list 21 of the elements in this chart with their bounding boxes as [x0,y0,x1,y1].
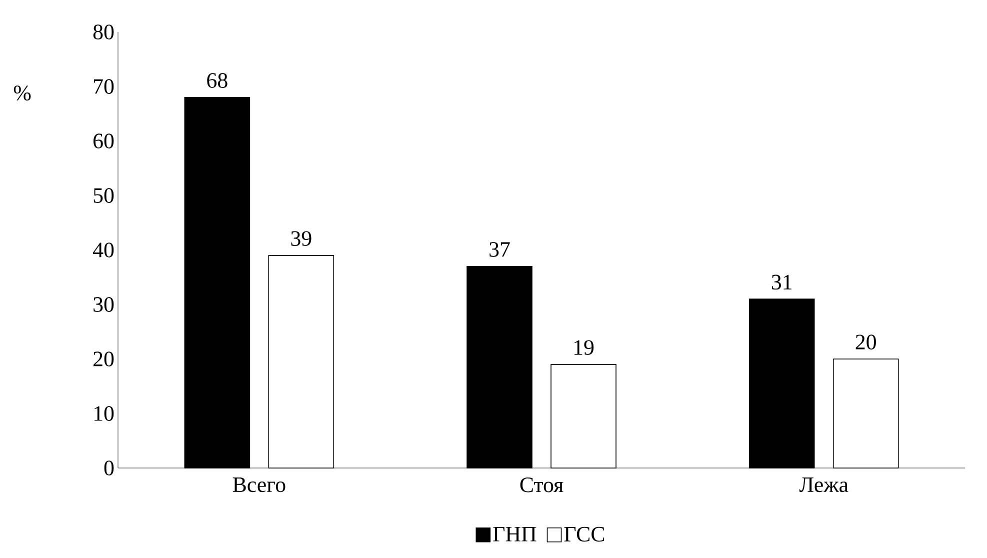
legend-label: ГСС [564,526,604,542]
y-tick-label: 60 [94,134,114,148]
y-tick-label: 80 [93,24,114,40]
x-tick-label: Стоя [520,478,564,492]
y-tick-label: 70 [94,79,114,94]
y-tick-label: 30 [94,297,114,312]
x-tick-label: Всего [232,478,286,492]
data-label: 31 [772,274,792,290]
data-label: 19 [574,340,594,355]
y-tick-label: 10 [94,406,114,421]
data-label: 68 [207,73,228,88]
data-label: 37 [490,242,510,257]
y-tick-label: 20 [94,352,114,366]
x-tick-label: Лежа [799,478,848,492]
y-tick-label: 40 [92,242,114,258]
data-label: 39 [291,231,312,246]
y-tick-label: 50 [94,188,114,203]
y-axis-title: % [14,86,31,100]
y-tick-label: 0 [104,460,114,476]
legend-label: ГНП [493,526,536,542]
data-label: 20 [856,334,876,350]
